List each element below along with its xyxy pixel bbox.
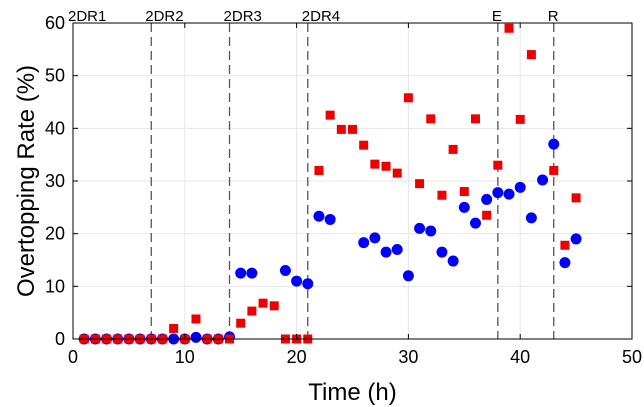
square-point	[560, 240, 570, 250]
circle-point	[302, 278, 314, 290]
phase-label: 2DR1	[68, 8, 106, 25]
circle-point	[503, 188, 515, 200]
series-0	[78, 138, 582, 345]
phase-label: 2DR3	[224, 8, 262, 25]
square-point	[437, 190, 447, 200]
square-point	[247, 306, 257, 316]
circle-point	[447, 255, 459, 267]
square-point	[504, 23, 514, 33]
data-series	[78, 23, 582, 345]
square-point	[236, 318, 246, 328]
square-point	[191, 314, 201, 324]
square-point	[258, 298, 268, 308]
square-point	[314, 165, 324, 175]
square-point	[493, 160, 503, 170]
y-tick-label: 30	[45, 171, 65, 191]
circle-point	[291, 275, 303, 287]
circle-point	[436, 246, 448, 258]
square-point	[482, 210, 492, 220]
y-axis-title: Overtopping Rate (%)	[13, 65, 40, 297]
x-tick-label: 10	[175, 347, 195, 367]
x-tick-label: 20	[287, 347, 307, 367]
x-tick-label: 40	[510, 347, 530, 367]
phase-label: R	[548, 8, 559, 25]
square-point	[448, 144, 458, 154]
circle-point	[537, 174, 549, 186]
series-1	[79, 23, 581, 344]
circle-point	[481, 193, 493, 205]
circle-point	[313, 210, 325, 222]
y-tick-label: 40	[45, 118, 65, 138]
square-point	[549, 165, 559, 175]
phase-label: 2DR4	[302, 8, 340, 25]
square-point	[459, 187, 469, 197]
x-tick-label: 0	[68, 347, 78, 367]
square-point	[359, 140, 369, 150]
x-axis-title: Time (h)	[308, 379, 396, 406]
phase-label: E	[492, 8, 502, 25]
circle-point	[190, 331, 202, 343]
circle-point	[358, 237, 370, 249]
y-tick-label: 0	[55, 329, 65, 349]
square-point	[169, 323, 179, 333]
square-point	[470, 114, 480, 124]
phase-label: 2DR2	[145, 8, 183, 25]
circle-point	[391, 243, 403, 255]
square-point	[336, 124, 346, 134]
axis-ticks: 0 10 20 30 40 50 0 10 20 30 40 50 60	[45, 13, 642, 367]
grid-lines	[72, 22, 633, 340]
phase-boundaries: 2DR1 2DR2 2DR3 2DR4 E R	[68, 8, 559, 339]
y-tick-label: 50	[45, 66, 65, 86]
square-point	[370, 159, 380, 169]
circle-point	[425, 225, 437, 237]
circle-point	[458, 201, 470, 213]
circle-point	[570, 233, 582, 245]
circle-point	[469, 217, 481, 229]
square-point	[515, 114, 525, 124]
square-point	[348, 124, 357, 134]
circle-point	[402, 270, 414, 282]
circle-point	[380, 246, 392, 258]
square-point	[325, 110, 335, 120]
square-point	[269, 301, 279, 311]
circle-point	[548, 138, 560, 150]
circle-point	[235, 267, 247, 279]
circle-point	[414, 222, 426, 234]
circle-point	[492, 187, 504, 199]
square-point	[415, 179, 425, 189]
y-tick-label: 20	[45, 224, 65, 244]
square-point	[392, 168, 402, 178]
square-point	[426, 114, 436, 124]
square-point	[381, 161, 391, 171]
circle-point	[324, 213, 336, 225]
circle-point	[279, 265, 291, 277]
circle-point	[559, 257, 571, 269]
y-tick-label: 60	[45, 13, 65, 33]
x-tick-label: 50	[622, 347, 642, 367]
square-point	[526, 50, 536, 60]
circle-point	[369, 232, 381, 244]
circle-point	[525, 212, 537, 224]
y-tick-label: 10	[45, 276, 65, 296]
circle-point	[246, 267, 258, 279]
square-point	[571, 193, 581, 203]
circle-point	[514, 181, 526, 193]
square-point	[403, 93, 413, 103]
x-tick-label: 30	[398, 347, 418, 367]
